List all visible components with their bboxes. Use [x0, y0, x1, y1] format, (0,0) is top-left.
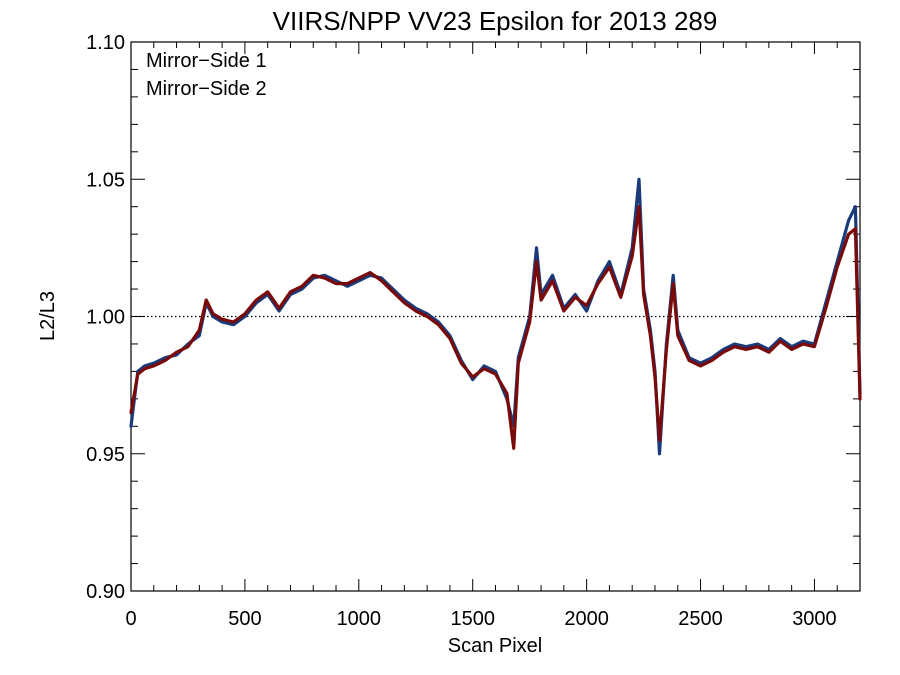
y-axis: 0.90 0.95 1.00 1.05 1.10 — [86, 32, 860, 603]
x-tick-label: 2000 — [564, 608, 609, 630]
x-axis: 0 500 1000 1500 2000 2500 3000 — [125, 42, 861, 630]
series-line-mirror-side-2 — [129, 205, 862, 450]
legend-entry-mirror-side-1: Mirror−Side 1 — [146, 50, 267, 72]
y-tick-label: 0.90 — [86, 581, 125, 603]
legend-entry-mirror-side-2: Mirror−Side 2 — [146, 78, 267, 100]
y-axis-label: L2/L3 — [37, 291, 59, 341]
x-tick-label: 1500 — [450, 608, 495, 630]
x-axis-label: Scan Pixel — [448, 635, 543, 657]
y-tick-label: 1.10 — [86, 32, 125, 54]
y-tick-label: 0.95 — [86, 444, 125, 466]
x-tick-label: 3000 — [792, 608, 837, 630]
y-tick-label: 1.05 — [86, 169, 125, 191]
x-tick-label: 500 — [228, 608, 261, 630]
series-layer — [129, 177, 862, 456]
chart-title: VIIRS/NPP VV23 Epsilon for 2013 289 — [273, 6, 718, 36]
x-tick-label: 1000 — [337, 608, 382, 630]
y-tick-label: 1.00 — [86, 307, 125, 329]
x-tick-label: 2500 — [678, 608, 723, 630]
x-tick-label: 0 — [125, 608, 136, 630]
